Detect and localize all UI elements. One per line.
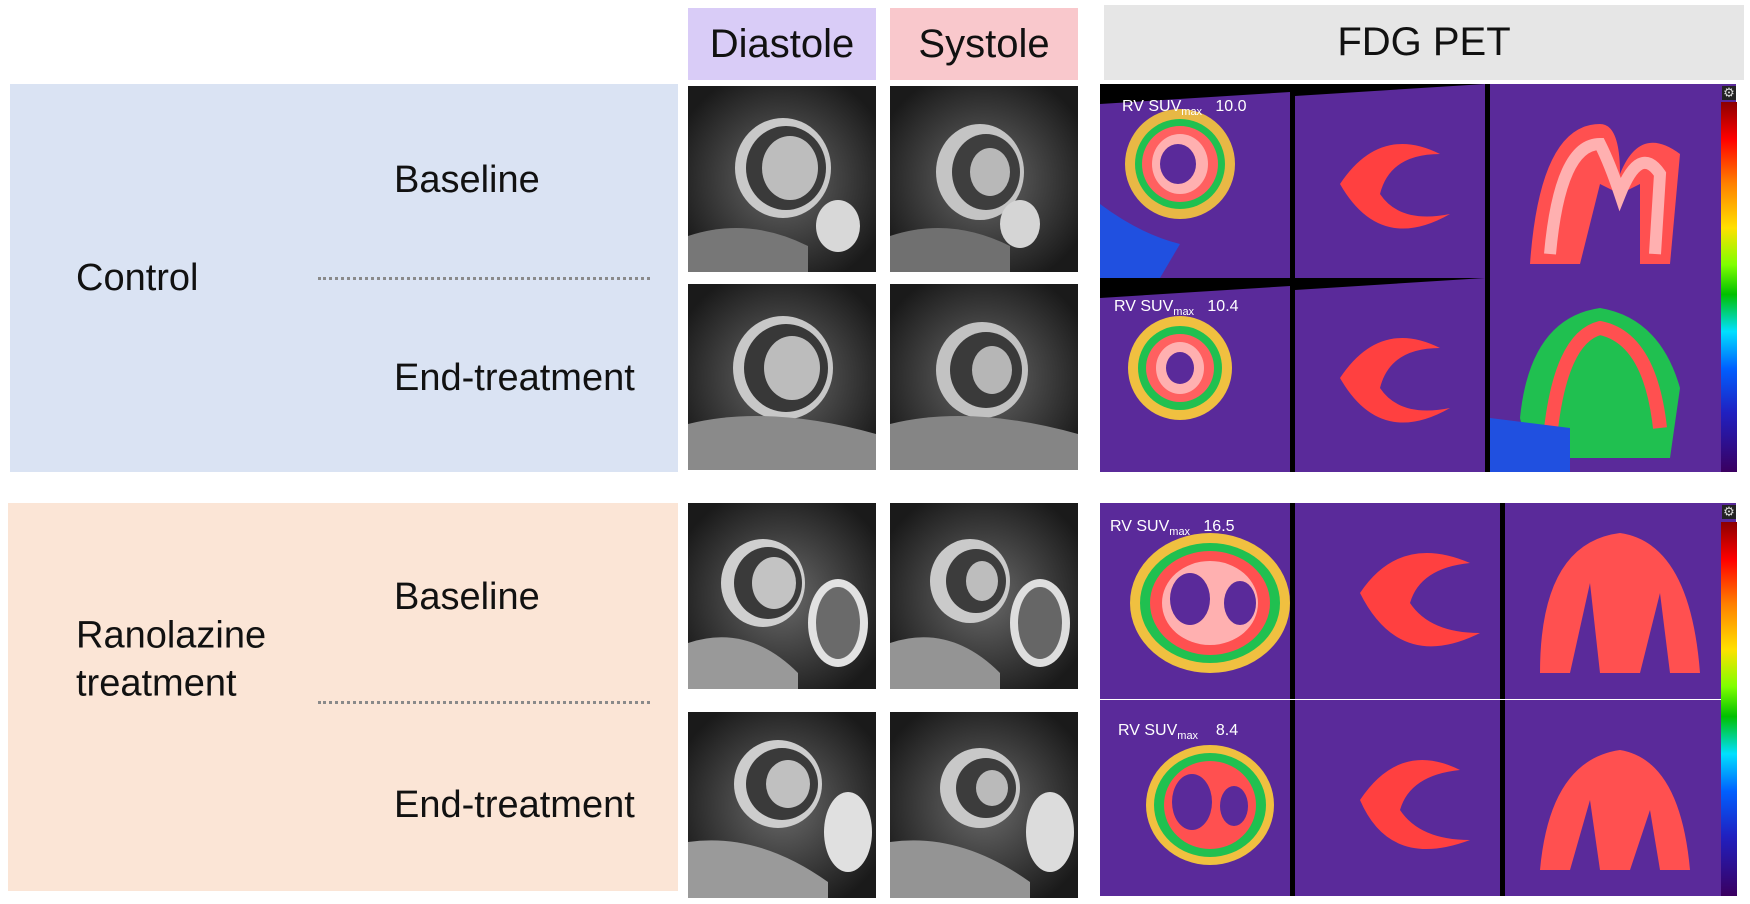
pet-row-ranolazine-baseline xyxy=(1100,503,1736,699)
suv-label-control-baseline: RV SUVmax 10.0 xyxy=(1122,98,1247,119)
cardiac-mri-image xyxy=(688,284,876,470)
cardiac-mri-image xyxy=(890,712,1078,898)
pet-header: FDG PET xyxy=(1104,5,1744,80)
systole-header-label: Systole xyxy=(918,21,1050,66)
mri-ranolazine-baseline-diastole xyxy=(688,503,876,689)
suv-value: 10.4 xyxy=(1207,298,1239,315)
cardiac-mri-image xyxy=(688,712,876,898)
suv-label-ranolazine-endtreatment: RV SUVmax 8.4 xyxy=(1118,722,1239,743)
colorbar-top xyxy=(1721,102,1737,472)
diastole-header-label: Diastole xyxy=(709,21,855,66)
pet-row-control-endtreatment xyxy=(1100,278,1736,472)
pet-row-control-baseline xyxy=(1100,84,1736,278)
fdg-pet-image xyxy=(1100,278,1736,472)
suv-label-ranolazine-baseline: RV SUVmax 16.5 xyxy=(1110,518,1235,539)
cardiac-mri-image xyxy=(688,86,876,272)
colorbar-bottom xyxy=(1721,522,1737,896)
control-baseline-label: Baseline xyxy=(394,159,540,201)
suv-label-control-endtreatment: RV SUVmax 10.4 xyxy=(1114,298,1239,319)
ranolazine-group-label: Ranolazine treatment xyxy=(76,614,267,705)
mri-ranolazine-baseline-systole xyxy=(890,503,1078,689)
fdg-pet-image xyxy=(1100,700,1736,896)
cardiac-mri-image xyxy=(688,503,876,689)
colorbar-settings-icon: ⚙ xyxy=(1722,504,1736,519)
ranolazine-group-panel xyxy=(8,503,678,891)
cardiac-mri-image xyxy=(890,86,1078,272)
mri-ranolazine-endtreatment-systole xyxy=(890,712,1078,898)
ranolazine-baseline-label: Baseline xyxy=(394,576,540,618)
control-group-label: Control xyxy=(76,257,199,299)
fdg-pet-image xyxy=(1100,84,1736,278)
suv-value: 16.5 xyxy=(1203,518,1235,535)
pet-row-ranolazine-endtreatment xyxy=(1100,700,1736,896)
ranolazine-divider xyxy=(318,701,650,704)
pet-header-label: FDG PET xyxy=(1337,20,1511,64)
fdg-pet-image xyxy=(1100,503,1736,699)
mri-control-baseline-diastole xyxy=(688,86,876,272)
mri-control-endtreatment-diastole xyxy=(688,284,876,470)
control-endtreatment-label: End-treatment xyxy=(394,357,635,399)
suv-value: 10.0 xyxy=(1215,98,1247,115)
cardiac-mri-image xyxy=(890,503,1078,689)
suv-value: 8.4 xyxy=(1215,722,1239,739)
diastole-header: Diastole xyxy=(688,8,876,80)
systole-header: Systole xyxy=(890,8,1078,80)
control-divider xyxy=(318,277,650,280)
cardiac-mri-image xyxy=(890,284,1078,470)
mri-ranolazine-endtreatment-diastole xyxy=(688,712,876,898)
mri-control-baseline-systole xyxy=(890,86,1078,272)
colorbar-settings-icon: ⚙ xyxy=(1722,85,1736,100)
ranolazine-endtreatment-label: End-treatment xyxy=(394,784,635,826)
mri-control-endtreatment-systole xyxy=(890,284,1078,470)
